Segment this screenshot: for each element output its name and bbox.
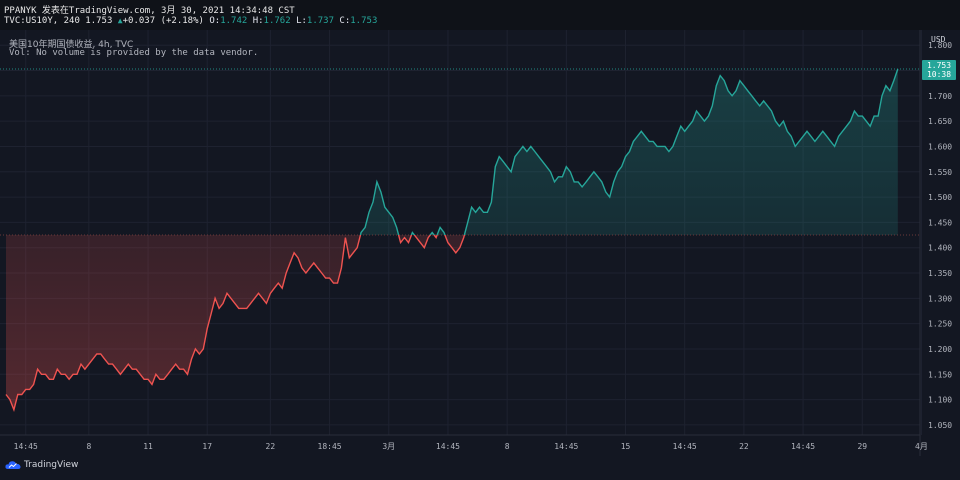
chart-area[interactable]: USD 1.050 1.100 1.150 1.200 1.250 1.300 1.350 1.…: [0, 30, 960, 456]
y-tick-label: 1.600: [928, 142, 952, 151]
last-price-badge: [922, 59, 956, 80]
badge-price: 1.753: [927, 61, 951, 70]
high-label: H:: [252, 16, 264, 26]
y-tick-label: 1.500: [928, 193, 952, 202]
currency-label: USD: [931, 35, 946, 44]
area-fill-below-baseline: [6, 235, 465, 410]
y-tick-label: 1.100: [928, 396, 952, 405]
price-change-pct: (+2.18%): [160, 16, 204, 26]
y-tick-label: 1.700: [928, 92, 952, 101]
price-line-above: [359, 68, 899, 236]
y-tick-label: 1.650: [928, 117, 952, 126]
x-tick-label: 22: [739, 442, 749, 451]
y-tick-label: 1.550: [928, 168, 952, 177]
price-chart[interactable]: USD 1.050 1.100 1.150 1.200 1.250 1.300 1.350 1.…: [0, 30, 960, 456]
y-tick-label: 1.150: [928, 370, 952, 379]
y-tick-label: 1.800: [928, 41, 952, 50]
price-change: +0.037: [122, 16, 156, 26]
y-tick-label: 1.050: [928, 421, 952, 430]
up-arrow-icon: ▲: [117, 16, 123, 25]
x-tick-label: 15: [621, 442, 631, 451]
cloud-logo-icon: [5, 461, 21, 469]
open-label: O:: [209, 16, 221, 26]
brand-name: TradingView: [24, 460, 79, 470]
y-tick-label: 1.250: [928, 320, 952, 329]
y-tick-label: 1.200: [928, 345, 952, 354]
ohlc-line: TVC:US10Y, 240 1.753 ▲+0.037 (+2.18%) O:…: [4, 16, 377, 26]
y-tick-label: 1.350: [928, 269, 952, 278]
series-legend-title: 美国10年期国债收益, 4h, TVC: [9, 40, 134, 50]
top-info-bar: [0, 0, 960, 30]
y-tick-label: 1.450: [928, 218, 952, 227]
tradingview-logo[interactable]: TradingView: [5, 460, 78, 470]
footer-bar: [0, 456, 960, 480]
last-price: 1.753: [85, 16, 113, 26]
symbol-label: TVC:US10Y, 240: [4, 16, 80, 26]
x-tick-label: 14:45: [14, 442, 38, 451]
x-tick-label: 17: [202, 442, 212, 451]
volume-note: Vol: No volume is provided by the data v…: [9, 48, 259, 58]
close-value: 1.753: [350, 16, 378, 26]
x-tick-label: 14:45: [791, 442, 815, 451]
area-fill-above-baseline: [6, 69, 898, 236]
y-tick-label: 1.400: [928, 244, 952, 253]
x-tick-label: 14:45: [554, 442, 578, 451]
y-tick-label: 1.300: [928, 294, 952, 303]
price-line-below: [5, 235, 466, 412]
open-value: 1.742: [220, 16, 248, 26]
x-tick-label: 3月: [382, 442, 395, 451]
badge-countdown: 10:38: [927, 70, 951, 79]
x-tick-label: 22: [266, 442, 276, 451]
x-tick-label: 29: [857, 442, 867, 451]
close-label: C:: [339, 16, 351, 26]
publisher-line: PPANYK 发表在TradingView.com, 3月 30, 2021 1…: [4, 6, 295, 16]
x-tick-label: 14:45: [673, 442, 697, 451]
x-tick-label: 18:45: [318, 442, 342, 451]
x-tick-label: 8: [86, 442, 91, 451]
x-tick-label: 14:45: [436, 442, 460, 451]
x-tick-label: 8: [505, 442, 510, 451]
high-value: 1.762: [263, 16, 291, 26]
x-tick-label: 4月: [915, 442, 928, 451]
x-tick-label: 11: [143, 442, 153, 451]
low-label: L:: [296, 16, 307, 26]
low-value: 1.737: [306, 16, 334, 26]
